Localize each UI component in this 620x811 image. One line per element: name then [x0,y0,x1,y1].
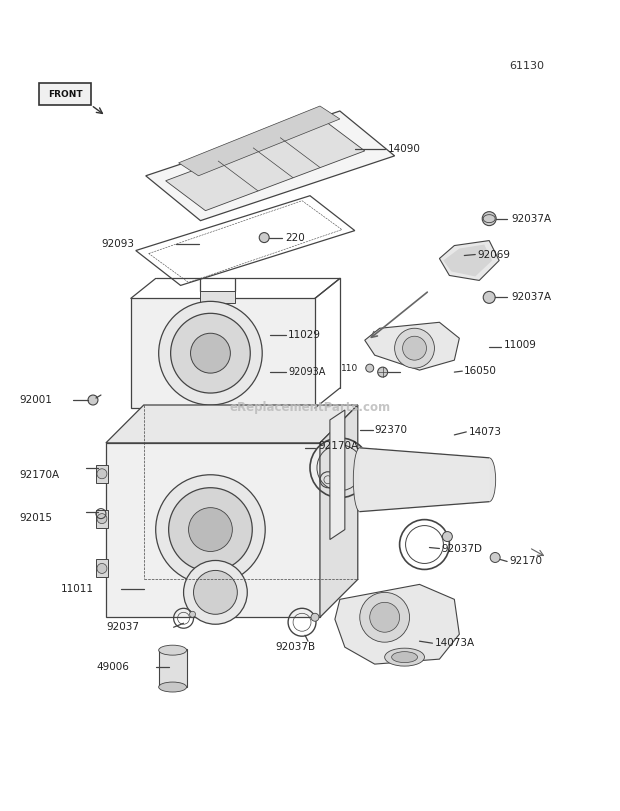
Ellipse shape [159,682,187,692]
Circle shape [193,570,237,614]
Text: 92001: 92001 [19,395,52,405]
Ellipse shape [370,449,383,510]
FancyBboxPatch shape [39,83,91,105]
Circle shape [169,487,252,572]
Ellipse shape [434,454,447,505]
Polygon shape [166,121,365,211]
Circle shape [159,302,262,405]
Circle shape [394,328,435,368]
Ellipse shape [159,646,187,655]
Text: 61130: 61130 [509,61,544,71]
Circle shape [370,603,400,633]
Circle shape [170,313,250,393]
Text: 11011: 11011 [61,585,94,594]
Ellipse shape [386,450,399,509]
Circle shape [402,337,427,360]
Circle shape [188,508,232,551]
Text: 92170: 92170 [509,556,542,566]
Circle shape [360,592,410,642]
Ellipse shape [392,652,417,663]
Ellipse shape [418,453,431,507]
Circle shape [443,531,453,542]
Text: 92069: 92069 [477,250,510,260]
Polygon shape [335,585,459,664]
Ellipse shape [483,458,495,502]
Ellipse shape [450,455,463,504]
Text: 92037: 92037 [106,622,139,633]
Polygon shape [365,322,459,370]
Circle shape [482,212,496,225]
Text: 14090: 14090 [388,144,420,154]
Bar [159,649,187,687]
Text: 49006: 49006 [96,662,129,672]
Circle shape [190,333,231,373]
Text: 14073A: 14073A [435,638,474,648]
Circle shape [97,513,107,524]
Text: 92370: 92370 [374,425,408,435]
Bar [131,298,315,408]
Text: 92170A: 92170A [19,470,60,480]
Circle shape [88,395,98,405]
Text: 92170A: 92170A [318,441,358,451]
Circle shape [259,233,269,242]
Bar [106,443,320,617]
Text: 92037D: 92037D [441,543,482,554]
Polygon shape [443,245,492,277]
Circle shape [490,552,500,563]
Ellipse shape [353,448,366,512]
Text: 11029: 11029 [288,330,321,341]
Circle shape [190,611,195,617]
Text: 92093A: 92093A [288,367,326,377]
Circle shape [156,474,265,585]
Text: 16050: 16050 [464,366,497,376]
Circle shape [97,564,107,573]
Polygon shape [320,405,358,617]
Circle shape [483,291,495,303]
Circle shape [361,452,374,464]
Ellipse shape [402,452,415,508]
Circle shape [184,560,247,624]
Polygon shape [360,448,489,512]
Text: 110: 110 [340,363,358,372]
Text: 92037B: 92037B [275,642,315,652]
Polygon shape [146,111,394,221]
Text: 11009: 11009 [504,340,537,350]
Polygon shape [179,106,340,176]
Text: FRONT: FRONT [48,89,82,99]
Text: 220: 220 [285,233,305,242]
Text: eReplacementParts.com: eReplacementParts.com [229,401,391,414]
Text: 14073: 14073 [469,427,502,437]
Polygon shape [440,241,499,281]
Polygon shape [330,410,345,539]
Circle shape [311,613,319,621]
Circle shape [97,469,107,478]
Circle shape [366,364,374,372]
Text: 92037A: 92037A [511,293,551,303]
Ellipse shape [384,648,425,666]
Bar [96,465,108,483]
Text: 92037A: 92037A [511,213,551,224]
Bar [96,560,108,577]
Polygon shape [106,405,358,443]
Text: 92015: 92015 [19,513,52,522]
Text: 92093: 92093 [101,238,134,248]
Circle shape [378,367,388,377]
Ellipse shape [466,457,479,503]
Bar [200,291,236,303]
Bar [96,509,108,528]
